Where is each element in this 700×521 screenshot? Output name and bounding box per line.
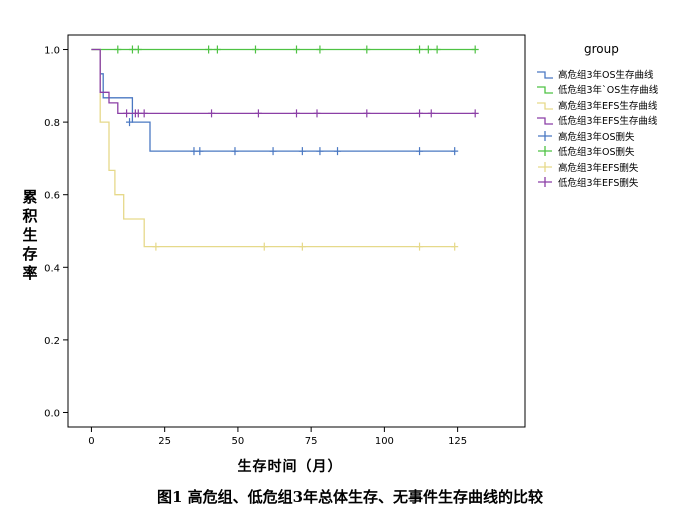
censor-mark-4 bbox=[363, 109, 371, 118]
censor-mark-4 bbox=[140, 109, 148, 118]
y-tick-label: 0.2 bbox=[44, 336, 60, 347]
censor-mark-1 bbox=[126, 118, 134, 127]
censor-mark-2 bbox=[134, 45, 142, 54]
censor-mark-1 bbox=[316, 147, 324, 156]
survival-curve-1 bbox=[91, 48, 455, 152]
x-tick-label: 125 bbox=[448, 436, 467, 447]
censor-mark-4 bbox=[293, 109, 300, 118]
survival-curve-3 bbox=[91, 48, 455, 248]
censor-mark-1 bbox=[231, 147, 239, 156]
x-tick-label: 100 bbox=[375, 436, 394, 447]
legend-label: 高危组3年EFS删失 bbox=[558, 162, 639, 174]
x-tick-label: 75 bbox=[305, 436, 318, 447]
y-axis-label: 累积生存率 bbox=[22, 188, 38, 282]
censor-mark-4 bbox=[416, 109, 424, 118]
censor-mark-2 bbox=[316, 45, 324, 54]
figure-caption: 图1 高危组、低危组3年总体生存、无事件生存曲线的比较 bbox=[156, 488, 544, 506]
censor-mark-4 bbox=[313, 109, 321, 118]
censor-mark-1 bbox=[451, 147, 459, 156]
censor-mark-4 bbox=[471, 109, 479, 118]
censor-mark-4 bbox=[123, 109, 131, 118]
censor-mark-2 bbox=[363, 45, 371, 54]
legend-item: 高危组3年OS生存曲线 bbox=[535, 66, 658, 82]
x-axis-label: 生存时间（月） bbox=[237, 459, 343, 475]
legend-item: 高危组3年EFS生存曲线 bbox=[535, 97, 658, 113]
x-tick-label: 0 bbox=[88, 436, 94, 447]
y-tick-label: 0.6 bbox=[44, 191, 60, 202]
legend-label: 高危组3年EFS生存曲线 bbox=[558, 100, 658, 112]
legend-label: 高危组3年OS删失 bbox=[558, 131, 635, 143]
legend-item: 低危组3年OS删失 bbox=[535, 144, 658, 160]
step-line-icon bbox=[537, 86, 553, 94]
legend-title: group bbox=[584, 42, 619, 56]
legend: 高危组3年OS生存曲线 低危组3年`OS生存曲线 高危组3年EFS生存曲线 低危组3年… bbox=[535, 66, 658, 190]
y-tick-label: 0.8 bbox=[44, 118, 60, 129]
censor-mark-1 bbox=[269, 147, 277, 156]
legend-item: 低危组3年EFS生存曲线 bbox=[535, 113, 658, 129]
legend-item: 高危组3年EFS删失 bbox=[535, 159, 658, 175]
censor-mark-4 bbox=[208, 109, 216, 118]
censor-mark-2 bbox=[205, 45, 213, 54]
censor-mark-4 bbox=[427, 109, 435, 118]
step-line-icon bbox=[537, 71, 553, 79]
censor-mark-2 bbox=[114, 45, 122, 54]
plot-frame bbox=[67, 34, 526, 428]
censor-mark-4 bbox=[134, 109, 142, 118]
censor-cross-icon bbox=[538, 146, 552, 157]
censor-cross-icon bbox=[538, 177, 552, 188]
y-tick-label: 1.0 bbox=[44, 46, 60, 57]
censor-mark-2 bbox=[251, 45, 259, 54]
censor-mark-2 bbox=[471, 45, 479, 54]
censor-mark-3 bbox=[298, 242, 306, 251]
censor-mark-3 bbox=[260, 242, 268, 251]
censor-mark-1 bbox=[334, 147, 342, 156]
x-tick-label: 50 bbox=[232, 436, 245, 447]
censor-mark-1 bbox=[416, 147, 424, 156]
y-tick-label: 0.4 bbox=[44, 263, 60, 274]
x-tick-label: 25 bbox=[158, 436, 171, 447]
legend-label: 低危组3年OS删失 bbox=[558, 147, 635, 159]
censor-mark-2 bbox=[424, 45, 432, 54]
censor-mark-2 bbox=[293, 45, 300, 54]
censor-mark-3 bbox=[152, 242, 160, 251]
censor-cross-icon bbox=[538, 130, 552, 141]
legend-label: 低危组3年EFS生存曲线 bbox=[558, 116, 658, 128]
censor-mark-2 bbox=[433, 45, 441, 54]
legend-label: 低危组3年`OS生存曲线 bbox=[558, 85, 659, 97]
censor-mark-2 bbox=[213, 45, 221, 54]
step-line-icon bbox=[537, 102, 553, 110]
censor-cross-icon bbox=[538, 161, 552, 172]
legend-item: 低危组3年`OS生存曲线 bbox=[535, 82, 658, 98]
censor-mark-1 bbox=[298, 147, 306, 156]
censor-mark-1 bbox=[190, 147, 198, 156]
censor-mark-4 bbox=[254, 109, 262, 118]
censor-mark-3 bbox=[451, 242, 459, 251]
y-tick-label: 0.0 bbox=[44, 408, 60, 419]
legend-label: 高危组3年OS生存曲线 bbox=[558, 69, 654, 81]
censor-mark-2 bbox=[416, 45, 424, 54]
legend-item: 低危组3年EFS删失 bbox=[535, 175, 658, 191]
censor-mark-3 bbox=[416, 242, 424, 251]
step-line-icon bbox=[537, 117, 553, 125]
survival-curve-4 bbox=[91, 48, 476, 115]
legend-label: 低危组3年EFS删失 bbox=[558, 178, 639, 190]
censor-mark-1 bbox=[196, 147, 204, 156]
censor-mark-2 bbox=[128, 45, 136, 54]
legend-item: 高危组3年OS删失 bbox=[535, 128, 658, 144]
